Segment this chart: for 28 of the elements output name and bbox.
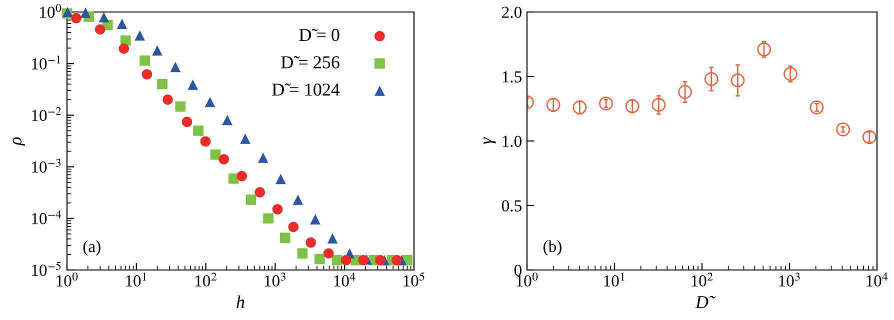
y-tick-label: 10$^{−2}$: [32, 107, 62, 122]
y-tick-label: 10$^{−3}$: [32, 158, 61, 173]
legend-label: D̃ = 1024: [272, 83, 340, 96]
y-tick-label: 0.5: [502, 200, 522, 212]
legend-label: D̃ = 256: [281, 56, 340, 68]
y-tick-label: 1.5: [502, 71, 522, 83]
annotation: (a): [83, 240, 100, 256]
y-tick-label: 1.0: [502, 136, 522, 148]
x-tick-label: 10$^{1}$: [126, 272, 146, 287]
y-tick-label: 10$^{−1}$: [32, 56, 60, 70]
y-tick-label: 0: [514, 264, 522, 276]
y-tick-label: 2.0: [502, 6, 522, 18]
x-tick-label: 10$^{3}$: [264, 272, 286, 287]
y-axis-title: ρ: [12, 137, 26, 146]
x-tick-label: 10$^{2}$: [196, 272, 217, 287]
x-tick-label: 10$^{3}$: [779, 272, 800, 287]
y-tick-label: 10$^{0}$: [40, 4, 62, 18]
x-tick-label: 10$^{1}$: [604, 272, 624, 287]
y-axis-title: γ: [484, 137, 496, 144]
x-tick-label: 10$^{2}$: [692, 272, 713, 287]
x-axis-title: D̃: [695, 296, 716, 308]
x-tick-label: 10$^{4}$: [334, 272, 356, 287]
x-axis-title: h: [236, 296, 244, 308]
legend-label: D̃ = 0: [299, 28, 340, 42]
x-tick-label: 10$^{5}$: [404, 272, 424, 286]
y-tick-label: 10$^{−4}$: [32, 210, 62, 224]
annotation: (b): [543, 240, 562, 256]
x-tick-label: 10$^{4}$: [866, 272, 888, 287]
